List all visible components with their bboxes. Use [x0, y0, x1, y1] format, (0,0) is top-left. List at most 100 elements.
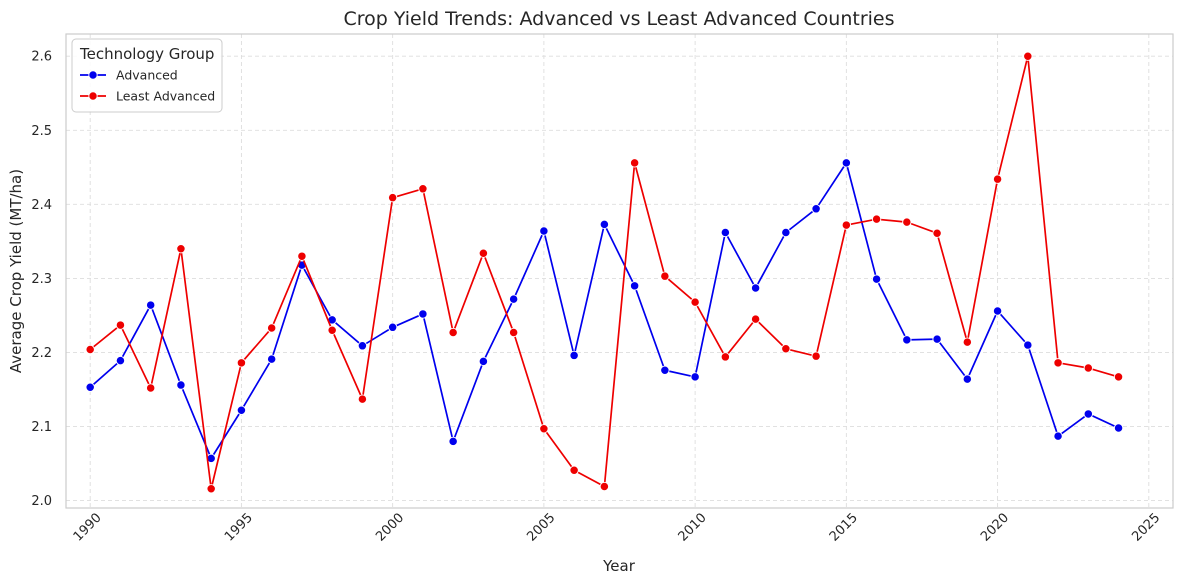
legend-title: Technology Group	[79, 45, 214, 63]
data-point-least-advanced	[750, 314, 761, 324]
series-advanced	[85, 158, 1124, 464]
data-point-least-advanced	[1083, 363, 1093, 373]
data-point-least-advanced	[599, 481, 610, 492]
data-point-least-advanced	[841, 220, 851, 230]
data-point-least-advanced	[690, 297, 700, 307]
data-point-advanced	[146, 300, 156, 310]
y-tick-label: 2.4	[31, 198, 52, 213]
data-point-advanced	[962, 374, 972, 384]
data-point-advanced	[1113, 423, 1124, 433]
x-tick-label: 1990	[71, 511, 105, 545]
data-point-least-advanced	[478, 248, 489, 258]
data-point-least-advanced	[327, 325, 337, 335]
data-point-advanced	[599, 219, 610, 229]
data-point-least-advanced	[357, 394, 368, 404]
data-point-advanced	[388, 322, 398, 332]
data-point-advanced	[478, 356, 489, 367]
y-tick-label: 2.5	[31, 124, 52, 139]
data-point-advanced	[176, 380, 186, 390]
y-tick-label: 2.1	[31, 420, 52, 435]
data-point-advanced	[629, 281, 640, 291]
data-point-advanced	[1023, 340, 1033, 350]
plot-frame	[65, 33, 1174, 509]
data-point-least-advanced	[115, 320, 126, 330]
y-tick-label: 2.6	[31, 50, 52, 65]
x-tick-label: 2010	[676, 511, 710, 545]
series-line-advanced	[89, 162, 1119, 460]
legend-marker	[88, 70, 98, 80]
data-point-least-advanced	[871, 214, 882, 224]
legend-label: Advanced	[116, 68, 178, 83]
x-axis-label: Year	[602, 557, 636, 575]
data-point-least-advanced	[206, 484, 216, 494]
data-point-advanced	[902, 335, 912, 345]
x-tick-label: 2005	[524, 511, 558, 545]
y-tick-label: 2.0	[31, 494, 52, 509]
data-point-advanced	[690, 372, 700, 382]
x-tick-label: 1995	[222, 511, 256, 545]
y-tick-label: 2.2	[31, 346, 52, 361]
data-point-least-advanced	[902, 217, 912, 227]
data-point-least-advanced	[1113, 372, 1124, 382]
data-point-advanced	[267, 354, 277, 364]
x-tick-label: 2000	[373, 511, 407, 545]
data-point-least-advanced	[539, 424, 549, 434]
data-point-least-advanced	[448, 327, 458, 338]
legend-items: Advanced Least Advanced	[80, 68, 215, 104]
legend-label: Least Advanced	[116, 89, 215, 104]
data-point-advanced	[811, 204, 821, 214]
x-tick-label: 2025	[1129, 511, 1163, 545]
data-point-least-advanced	[811, 351, 821, 361]
data-point-least-advanced	[932, 228, 942, 238]
grid	[66, 34, 1173, 508]
data-point-least-advanced	[660, 271, 670, 281]
data-point-advanced	[236, 405, 247, 415]
data-point-least-advanced	[1023, 51, 1033, 61]
data-point-least-advanced	[418, 184, 428, 194]
data-point-advanced	[1083, 409, 1093, 419]
data-point-least-advanced	[508, 327, 519, 338]
data-point-advanced	[85, 382, 95, 392]
y-tick-label: 2.3	[31, 272, 52, 287]
series-least-advanced	[85, 51, 1124, 494]
data-point-least-advanced	[720, 352, 731, 362]
data-point-least-advanced	[236, 358, 247, 368]
data-point-least-advanced	[781, 344, 791, 354]
data-point-least-advanced	[1053, 358, 1063, 368]
data-point-advanced	[508, 294, 519, 304]
data-point-advanced	[569, 350, 579, 361]
data-point-least-advanced	[629, 158, 640, 168]
data-point-least-advanced	[297, 251, 307, 261]
data-point-advanced	[1053, 431, 1063, 441]
data-point-least-advanced	[85, 344, 95, 355]
chart-title: Crop Yield Trends: Advanced vs Least Adv…	[343, 8, 894, 30]
data-point-advanced	[932, 334, 942, 344]
y-axis-label: Average Crop Yield (MT/ha)	[7, 169, 25, 373]
data-point-least-advanced	[992, 174, 1003, 184]
legend-marker	[88, 91, 98, 101]
x-axis-ticks: 1990 1995 2000 2005 2010 2015 2020 2025	[71, 511, 1164, 545]
data-point-advanced	[357, 341, 368, 351]
legend-item-advanced: Advanced	[80, 68, 178, 83]
data-point-advanced	[750, 283, 761, 293]
data-point-advanced	[992, 306, 1003, 316]
legend-item-least-advanced: Least Advanced	[80, 89, 215, 104]
data-point-advanced	[720, 227, 731, 238]
x-tick-label: 2015	[827, 511, 861, 545]
data-point-advanced	[660, 365, 670, 375]
data-point-least-advanced	[962, 337, 972, 347]
data-point-advanced	[539, 226, 549, 236]
data-point-least-advanced	[267, 323, 277, 333]
x-tick-label: 2020	[978, 511, 1012, 545]
data-point-least-advanced	[146, 383, 156, 393]
data-point-advanced	[781, 227, 791, 238]
data-point-advanced	[115, 355, 126, 366]
data-point-advanced	[448, 436, 458, 446]
data-point-advanced	[418, 309, 428, 319]
data-point-advanced	[841, 158, 851, 168]
series-layer	[85, 51, 1124, 494]
data-point-least-advanced	[176, 244, 186, 254]
legend: Technology Group Advanced Least Advanced	[71, 38, 223, 113]
y-axis-ticks: 2.0 2.1 2.2 2.3 2.4 2.5 2.6	[31, 50, 52, 509]
